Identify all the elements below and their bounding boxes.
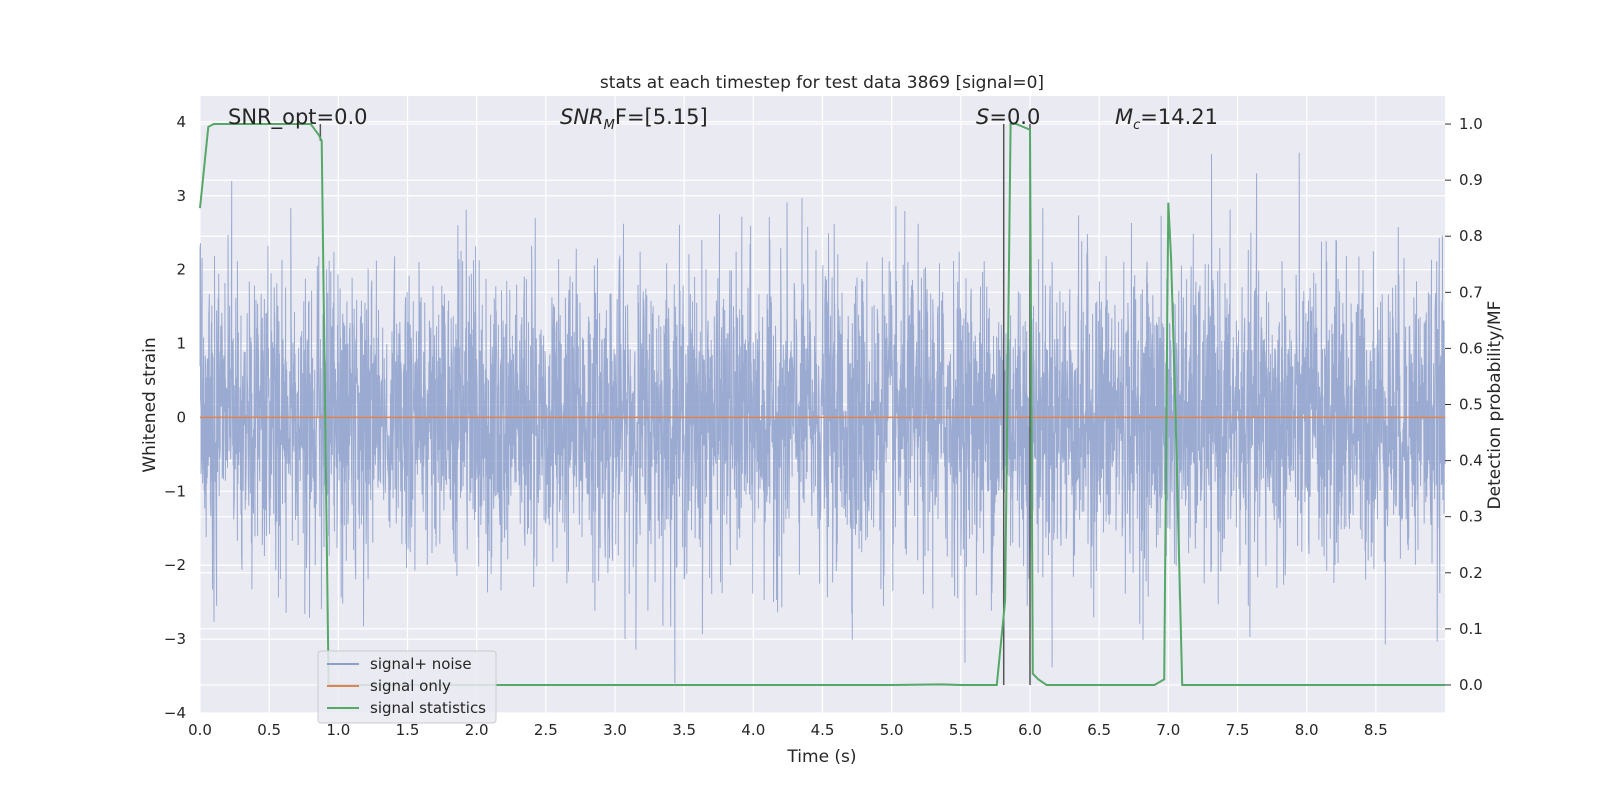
x-tick-label: 0.5 — [257, 721, 281, 739]
x-tick-label: 8.0 — [1295, 721, 1319, 739]
y-right-tick-label: 0.3 — [1459, 508, 1483, 526]
line-layer — [199, 123, 1445, 686]
legend-box — [317, 650, 497, 724]
signal-statistics-line — [199, 123, 1445, 686]
x-tick-label: 2.0 — [465, 721, 489, 739]
y-left-tick-label: 4 — [176, 113, 186, 131]
y-left-tick-label: 2 — [176, 261, 186, 279]
annotation-snr-mf-sub: M — [604, 118, 615, 133]
annotation-s-tail: =0.0 — [989, 105, 1040, 129]
y-left-tick-label: 1 — [176, 335, 186, 353]
y-right-tick-label: 0.2 — [1459, 564, 1483, 582]
y-left-tick-label: −2 — [164, 556, 186, 574]
annotation-mc-main: M — [1115, 105, 1133, 129]
x-axis-label: Time (s) — [786, 747, 856, 767]
x-tick-label: 6.0 — [1018, 721, 1042, 739]
x-tick-label: 7.5 — [1226, 721, 1250, 739]
y-right-tick-label: 0.8 — [1459, 227, 1483, 245]
signal-noise-line — [199, 152, 1446, 684]
x-tick-label: 0.0 — [188, 721, 212, 739]
annotation-snr-mf-tail: F=[5.15] — [615, 105, 708, 129]
legend-label-statistics: signal statistics — [370, 699, 486, 717]
y-axis-right-label: Detection probability/MF — [1485, 301, 1505, 510]
annotation-mc: Mc=14.21 — [1115, 105, 1218, 133]
y-left-tick-label: −4 — [164, 704, 186, 722]
x-tick-label: 8.5 — [1364, 721, 1388, 739]
x-tick-label: 1.5 — [396, 721, 420, 739]
x-tick-label: 3.5 — [672, 721, 696, 739]
y-right-tick-label: 0.9 — [1459, 171, 1483, 189]
legend: signal+ noise signal only signal statist… — [317, 650, 497, 724]
annotation-mc-tail: =14.21 — [1140, 105, 1218, 129]
x-tick-label: 7.0 — [1156, 721, 1180, 739]
chart-title: stats at each timestep for test data 386… — [600, 73, 1044, 93]
x-tick-label: 2.5 — [534, 721, 558, 739]
y-right-tick-label: 0.7 — [1459, 283, 1483, 301]
y-right-tick-label: 0.0 — [1459, 676, 1483, 694]
y-right-tick-label: 0.5 — [1459, 396, 1483, 414]
legend-label-noise: signal+ noise — [370, 655, 472, 673]
y-left-tick-label: −3 — [164, 630, 186, 648]
noise-series — [199, 152, 1446, 684]
x-tick-label: 3.0 — [603, 721, 627, 739]
y-right-tick-label: 0.6 — [1459, 339, 1483, 357]
x-tick-label: 1.0 — [326, 721, 350, 739]
x-tick-label: 5.5 — [949, 721, 973, 739]
tick-layer: 0.0 0.5 1.0 1.5 2.0 2.5 3.0 3.5 4.0 4.5 5.0 5.5 6.0 6… — [164, 113, 1483, 739]
y-right-tick-label: 0.4 — [1459, 452, 1483, 470]
y-right-tick-label: 1.0 — [1459, 115, 1483, 133]
x-tick-label: 5.0 — [880, 721, 904, 739]
y-left-tick-label: 3 — [176, 187, 186, 205]
x-tick-label: 4.0 — [741, 721, 765, 739]
x-tick-label: 6.5 — [1087, 721, 1111, 739]
y-right-tick-label: 0.1 — [1459, 620, 1483, 638]
annotation-snr-mf-main: SNR — [560, 105, 604, 129]
legend-label-signal-only: signal only — [370, 677, 451, 695]
x-tick-label: 4.5 — [811, 721, 835, 739]
y-left-tick-label: −1 — [164, 482, 186, 500]
annotation-s-main: S — [976, 105, 989, 129]
y-left-tick-label: 0 — [176, 408, 186, 426]
y-axis-left-label: Whitened strain — [140, 337, 160, 472]
annotation-snr-opt: SNR_opt=0.0 — [228, 105, 368, 130]
annotation-s: S=0.0 — [976, 105, 1040, 129]
annotation-snr-mf: SNRMF=[5.15] — [560, 105, 708, 133]
annotation-mc-sub: c — [1133, 118, 1140, 133]
